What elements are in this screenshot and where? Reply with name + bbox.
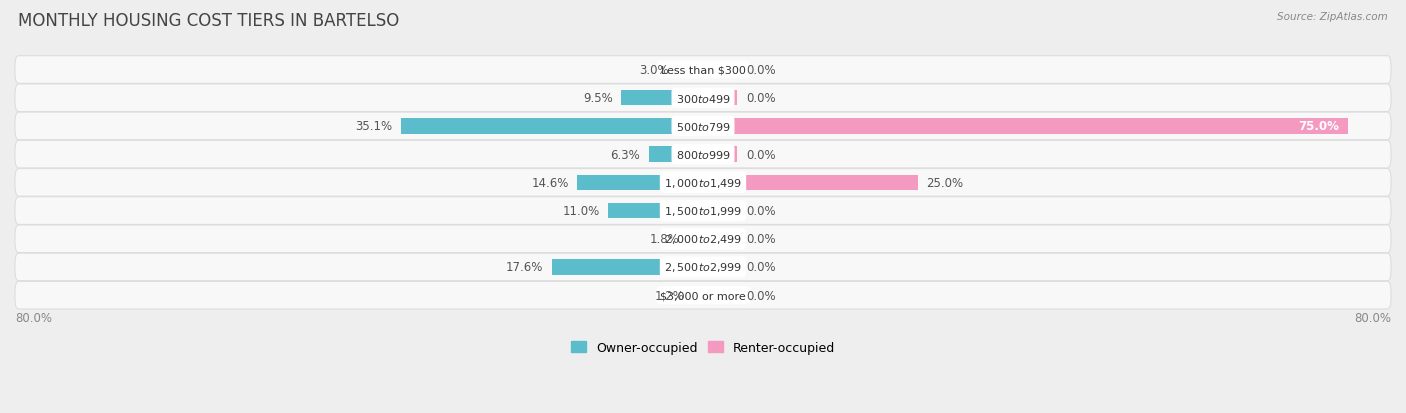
Text: 17.6%: 17.6%	[506, 261, 543, 274]
Text: 0.0%: 0.0%	[747, 233, 776, 246]
Text: 35.1%: 35.1%	[356, 120, 392, 133]
Bar	[551, 260, 703, 275]
Bar	[703, 231, 737, 247]
Text: 9.5%: 9.5%	[583, 92, 613, 105]
Text: 80.0%: 80.0%	[15, 311, 52, 324]
Text: MONTHLY HOUSING COST TIERS IN BARTELSO: MONTHLY HOUSING COST TIERS IN BARTELSO	[18, 12, 399, 30]
Text: $1,000 to $1,499: $1,000 to $1,499	[664, 176, 742, 190]
Bar	[703, 119, 1348, 134]
Bar	[703, 63, 737, 78]
FancyBboxPatch shape	[15, 141, 1391, 169]
Text: $800 to $999: $800 to $999	[675, 149, 731, 161]
Text: 75.0%: 75.0%	[1298, 120, 1340, 133]
Bar	[703, 91, 737, 106]
Text: 11.0%: 11.0%	[562, 204, 600, 218]
Text: 0.0%: 0.0%	[747, 92, 776, 105]
Text: 0.0%: 0.0%	[747, 261, 776, 274]
FancyBboxPatch shape	[15, 57, 1391, 84]
FancyBboxPatch shape	[15, 282, 1391, 309]
Text: 6.3%: 6.3%	[610, 148, 640, 161]
FancyBboxPatch shape	[15, 113, 1391, 140]
FancyBboxPatch shape	[15, 85, 1391, 112]
Text: $500 to $799: $500 to $799	[675, 121, 731, 133]
Text: $3,000 or more: $3,000 or more	[661, 290, 745, 300]
Text: $2,500 to $2,999: $2,500 to $2,999	[664, 261, 742, 274]
Text: 0.0%: 0.0%	[747, 148, 776, 161]
FancyBboxPatch shape	[15, 169, 1391, 197]
Bar	[621, 91, 703, 106]
Legend: Owner-occupied, Renter-occupied: Owner-occupied, Renter-occupied	[567, 336, 839, 359]
Text: 14.6%: 14.6%	[531, 176, 569, 190]
Text: 0.0%: 0.0%	[747, 64, 776, 77]
Text: 25.0%: 25.0%	[927, 176, 963, 190]
Text: 3.0%: 3.0%	[638, 64, 669, 77]
Bar	[693, 288, 703, 303]
FancyBboxPatch shape	[15, 254, 1391, 281]
Text: 80.0%: 80.0%	[1354, 311, 1391, 324]
FancyBboxPatch shape	[15, 225, 1391, 253]
Text: Source: ZipAtlas.com: Source: ZipAtlas.com	[1277, 12, 1388, 22]
Bar	[703, 203, 737, 219]
Text: $300 to $499: $300 to $499	[675, 93, 731, 104]
Text: 0.0%: 0.0%	[747, 204, 776, 218]
Bar	[688, 231, 703, 247]
Text: 0.0%: 0.0%	[747, 289, 776, 302]
Bar	[703, 147, 737, 162]
Text: 1.8%: 1.8%	[650, 233, 679, 246]
Text: 1.2%: 1.2%	[654, 289, 685, 302]
Bar	[401, 119, 703, 134]
Text: Less than $300: Less than $300	[661, 65, 745, 75]
Text: $1,500 to $1,999: $1,500 to $1,999	[664, 204, 742, 218]
Bar	[648, 147, 703, 162]
Bar	[678, 63, 703, 78]
FancyBboxPatch shape	[15, 197, 1391, 225]
Bar	[703, 260, 737, 275]
Bar	[609, 203, 703, 219]
Bar	[578, 175, 703, 191]
Bar	[703, 175, 918, 191]
Text: $2,000 to $2,499: $2,000 to $2,499	[664, 233, 742, 246]
Bar	[703, 288, 737, 303]
